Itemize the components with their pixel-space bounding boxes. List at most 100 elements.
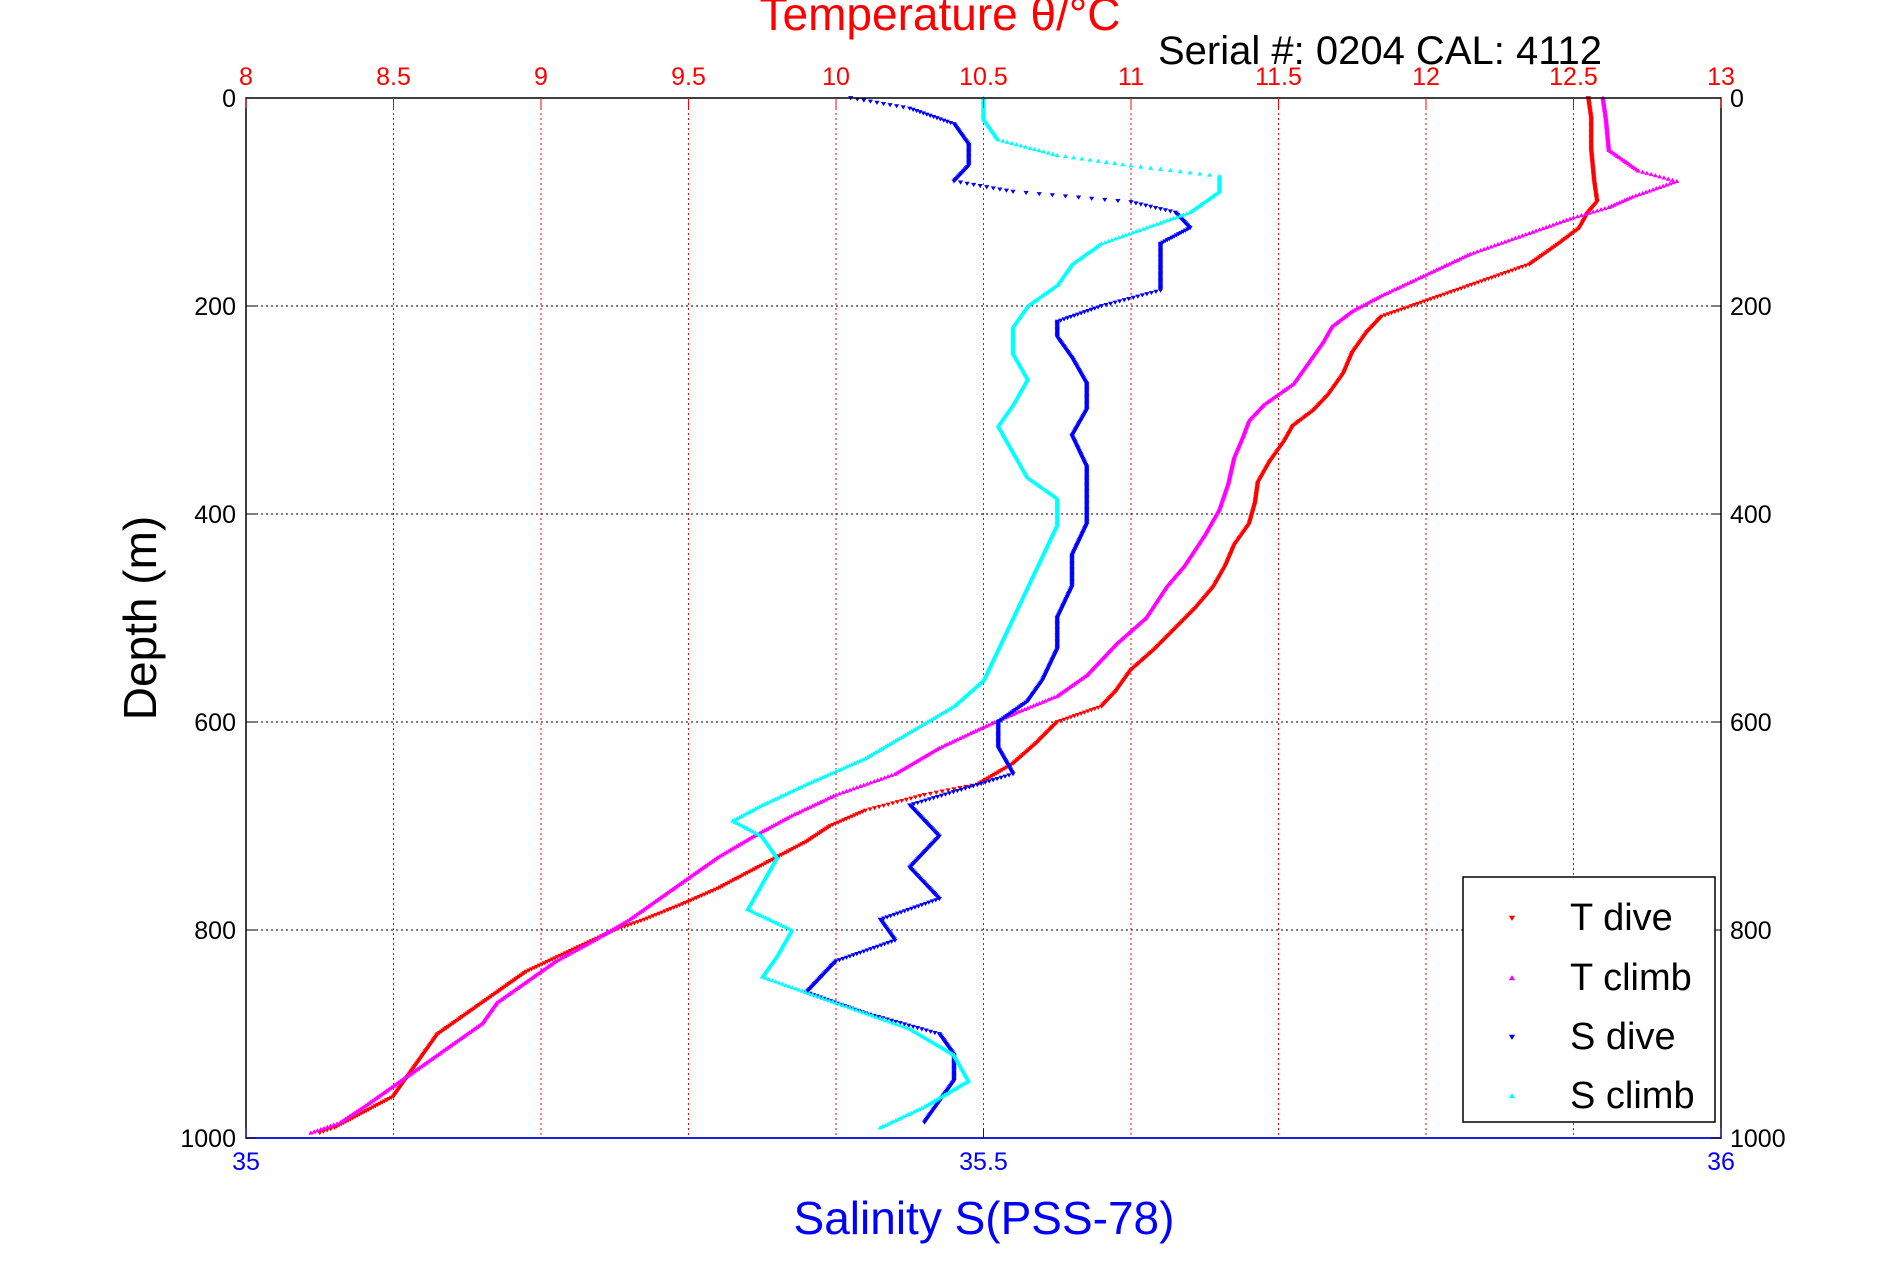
depth-tick-label-left: 0 [222, 85, 236, 113]
data-point-s-dive [895, 911, 901, 916]
data-point-t-dive [562, 951, 568, 956]
legend-markers [1508, 915, 1516, 1099]
data-point-t-dive [1081, 710, 1088, 715]
data-point-t-dive [541, 961, 548, 966]
data-point-s-dive [941, 118, 947, 123]
data-point-s-dive [864, 948, 870, 953]
data-point-s-dive [1182, 228, 1189, 233]
data-point-s-climb [1062, 154, 1069, 159]
data-point-s-dive [897, 1021, 903, 1026]
data-point-s-dive [919, 799, 925, 804]
data-point-t-climb [327, 1123, 334, 1128]
data-point-t-climb [1036, 700, 1043, 706]
data-point-s-climb [1126, 231, 1132, 236]
data-point-s-climb [1004, 139, 1010, 144]
data-point-s-dive [923, 1028, 929, 1033]
data-point-t-climb [1441, 263, 1447, 269]
data-point-s-climb [919, 1105, 925, 1110]
data-point-t-climb [1412, 277, 1419, 282]
data-point-t-dive [638, 918, 644, 924]
data-point-t-dive [659, 910, 665, 915]
data-point-s-climb [772, 796, 778, 801]
data-point-t-climb [825, 796, 831, 801]
data-point-t-dive [377, 1101, 383, 1106]
data-point-s-dive [990, 186, 996, 191]
data-point-s-climb [1180, 212, 1187, 217]
data-point-t-climb [975, 727, 981, 732]
data-point-t-climb [850, 786, 856, 791]
data-point-t-dive [1061, 717, 1067, 722]
data-point-t-climb [1381, 292, 1387, 297]
data-point-t-dive [674, 904, 680, 909]
data-point-s-dive [898, 910, 904, 915]
data-point-t-dive [1402, 306, 1408, 311]
data-point-t-dive [760, 862, 766, 867]
data-point-t-climb [1402, 282, 1408, 287]
temperature-tick-label: 8.5 [376, 63, 411, 91]
data-point-t-dive [993, 771, 999, 776]
data-point-s-dive [1095, 305, 1101, 310]
data-point-s-dive [901, 909, 908, 914]
data-point-t-dive [735, 875, 742, 880]
data-point-s-climb [826, 998, 832, 1003]
data-point-s-climb [860, 757, 866, 762]
data-point-s-dive [861, 949, 867, 954]
legend-label-t-climb: T climb [1570, 957, 1692, 999]
data-point-s-climb [1036, 148, 1042, 153]
depth-tick-label-right: 0 [1730, 85, 1744, 113]
data-point-s-dive [1185, 227, 1191, 232]
data-point-t-climb [960, 734, 966, 739]
data-point-t-dive [763, 861, 769, 866]
data-point-s-dive [1089, 196, 1095, 201]
data-point-t-climb [1498, 240, 1505, 245]
data-point-t-climb [1536, 227, 1543, 232]
data-point-s-climb [765, 916, 771, 921]
data-point-s-dive [915, 904, 922, 909]
data-point-t-dive [379, 1100, 385, 1105]
data-point-s-dive [1078, 311, 1084, 316]
data-point-t-dive [788, 848, 794, 853]
data-point-t-dive [890, 801, 896, 806]
temperature-tick-label: 12.5 [1549, 63, 1598, 91]
data-point-s-climb [783, 791, 789, 797]
data-point-t-dive [989, 774, 995, 779]
data-point-t-climb [1431, 268, 1437, 273]
data-point-t-climb [1454, 257, 1460, 262]
data-point-t-dive [1468, 282, 1474, 288]
data-point-s-dive [926, 900, 932, 905]
data-point-t-dive [738, 874, 744, 879]
data-point-s-climb [1109, 237, 1115, 242]
data-point-s-dive [915, 800, 921, 806]
data-point-t-dive [744, 870, 751, 876]
data-point-s-climb [843, 1004, 849, 1009]
data-point-s-climb [895, 1116, 902, 1121]
data-point-s-climb [870, 1013, 876, 1018]
data-point-s-dive [950, 790, 957, 795]
data-point-s-climb [1027, 145, 1033, 150]
data-point-s-climb [763, 915, 769, 920]
data-point-s-climb [1079, 156, 1085, 161]
data-point-t-dive [854, 812, 860, 817]
data-point-t-dive [1489, 275, 1495, 280]
data-point-t-dive [1428, 297, 1434, 302]
data-point-s-climb [1018, 143, 1024, 148]
data-point-s-climb [890, 1020, 896, 1025]
data-point-s-dive [874, 100, 880, 105]
data-point-s-climb [825, 772, 831, 777]
data-point-t-dive [785, 849, 791, 854]
data-point-t-dive [704, 891, 710, 896]
data-point-t-climb [1505, 238, 1512, 243]
data-point-t-dive [722, 882, 728, 888]
data-point-t-dive [852, 813, 858, 818]
data-point-t-dive [881, 803, 887, 808]
data-point-t-dive [917, 794, 923, 799]
data-point-t-dive [368, 1106, 374, 1111]
data-point-t-dive [388, 1095, 394, 1100]
data-point-s-climb [1031, 146, 1038, 152]
data-point-s-climb [814, 777, 820, 782]
data-point-t-dive [1411, 303, 1418, 308]
data-point-s-dive [1064, 316, 1071, 321]
data-point-s-dive [984, 185, 990, 190]
data-point-t-dive [671, 905, 677, 910]
data-point-t-climb [1034, 702, 1040, 707]
